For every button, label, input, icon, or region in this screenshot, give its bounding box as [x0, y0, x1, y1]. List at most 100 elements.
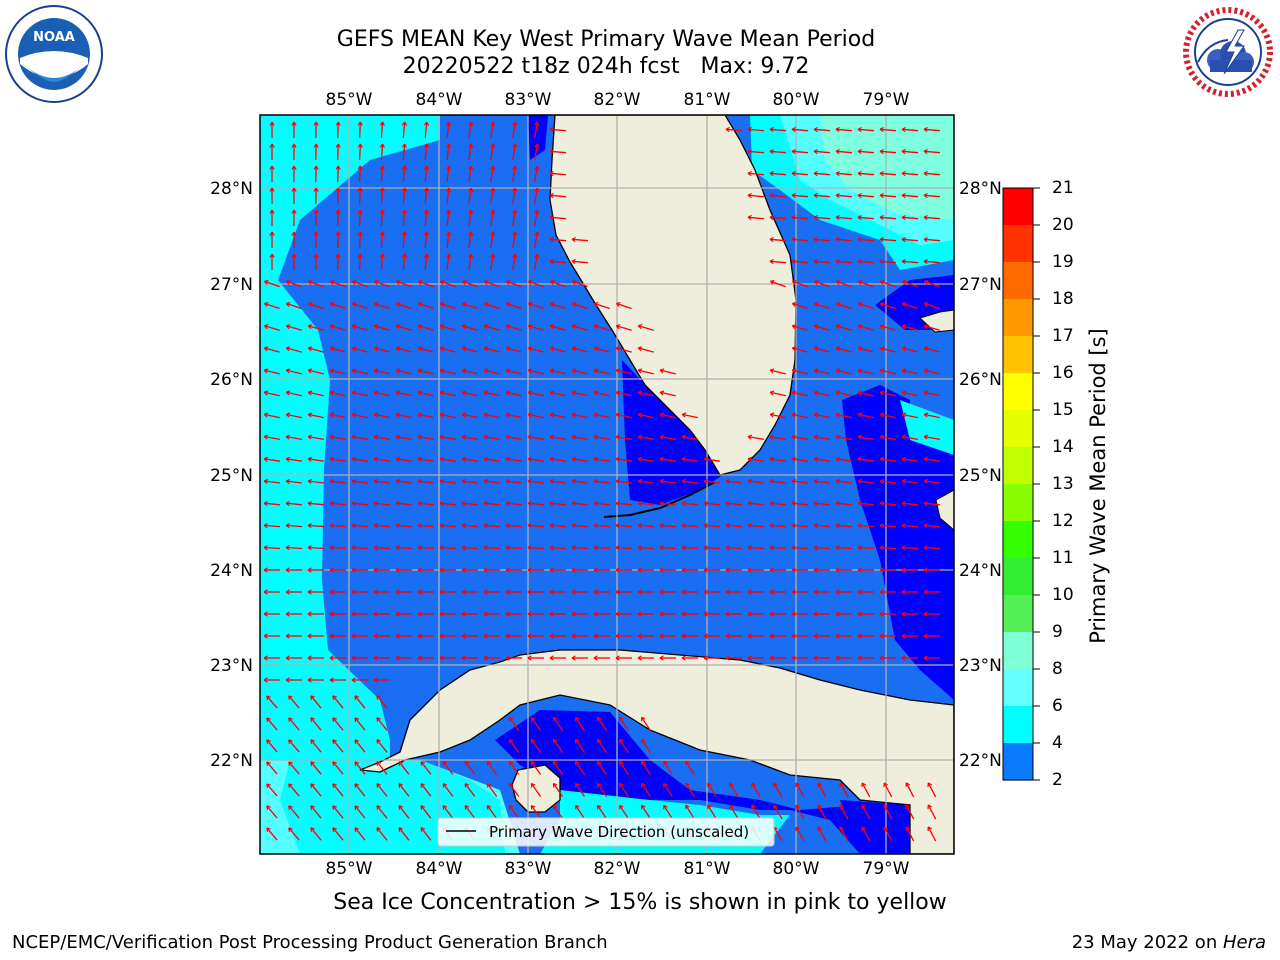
wave-arrow-head	[512, 231, 518, 237]
wave-arrow-head	[351, 368, 357, 374]
wave-arrow	[858, 302, 874, 310]
wave-arrow-head	[615, 390, 621, 396]
wave-arrow-head	[395, 346, 401, 352]
wave-arrow	[486, 805, 498, 819]
wave-arrow-head	[307, 677, 312, 683]
wave-arrow	[332, 695, 344, 709]
wave-arrow-head	[269, 231, 275, 236]
wave-arrow	[638, 369, 654, 375]
wave-arrow-head	[439, 324, 445, 330]
wave-arrow	[836, 369, 852, 375]
colorbar-segment	[1003, 336, 1033, 374]
wave-arrow	[747, 150, 765, 154]
wave-arrow-head	[373, 324, 379, 330]
wave-arrow	[374, 325, 390, 331]
wave-arrow	[879, 546, 897, 550]
wave-arrow-head	[285, 500, 290, 507]
wave-arrow-head	[310, 739, 315, 744]
wave-arrow-head	[747, 567, 752, 573]
wave-arrow-head	[401, 165, 408, 170]
wave-arrow	[263, 524, 281, 528]
wave-arrow-head	[483, 611, 488, 617]
wave-arrow	[263, 502, 281, 506]
wave-arrow	[839, 782, 849, 798]
wave-arrow-head	[835, 302, 841, 307]
wave-arrow	[483, 435, 501, 441]
wave-arrow-head	[596, 760, 602, 766]
wave-arrow-head	[861, 804, 866, 810]
wave-arrow	[858, 458, 874, 462]
wave-arrow	[424, 253, 428, 271]
wave-arrow-head	[439, 500, 444, 507]
wave-arrow-head	[901, 456, 907, 462]
wave-arrow	[836, 347, 852, 353]
wave-arrow-head	[263, 567, 268, 573]
wave-arrow-head	[468, 143, 474, 149]
wave-arrow-head	[307, 434, 313, 440]
wave-arrow-head	[313, 165, 319, 170]
wave-arrow-head	[423, 121, 430, 126]
wave-arrow-head	[351, 545, 356, 551]
wave-arrow-head	[747, 523, 752, 529]
wave-arrow-head	[769, 258, 774, 265]
wave-arrow	[571, 524, 589, 528]
wave-arrow	[402, 209, 406, 227]
wave-arrow	[857, 260, 875, 264]
wave-arrow-head	[813, 258, 818, 265]
wave-arrow	[902, 347, 918, 353]
wave-arrow	[527, 435, 545, 441]
wave-arrow	[424, 165, 428, 183]
wave-arrow	[814, 413, 830, 419]
wave-arrow-head	[769, 390, 775, 396]
wave-arrow	[660, 458, 676, 462]
wave-arrow	[330, 413, 346, 419]
wave-arrow-head	[351, 324, 357, 330]
wave-arrow	[902, 391, 918, 397]
wave-arrow-head	[313, 143, 319, 148]
wave-arrow-head	[549, 456, 555, 462]
lon-label-top: 79°W	[863, 90, 910, 110]
wave-arrow	[285, 435, 303, 441]
wave-arrow-head	[659, 545, 664, 551]
wave-arrow-head	[263, 589, 268, 595]
wave-arrow	[574, 717, 586, 731]
wave-arrow-head	[351, 478, 357, 484]
wave-arrow	[858, 480, 874, 484]
wave-arrow-head	[446, 253, 452, 258]
wave-arrow-head	[266, 717, 271, 722]
wave-arrow-head	[461, 567, 466, 573]
wave-arrow	[310, 827, 322, 841]
wave-arrow	[901, 194, 919, 198]
wave-arrow	[773, 782, 783, 798]
wave-arrow-head	[747, 478, 753, 484]
wave-arrow-head	[593, 633, 598, 639]
lat-label-right: 26°N	[959, 370, 1002, 390]
wave-arrow-head	[923, 258, 928, 265]
wave-arrow	[550, 458, 566, 462]
wave-arrow-head	[439, 456, 445, 462]
wave-arrow	[332, 717, 344, 731]
wave-arrow-head	[505, 346, 511, 352]
wave-arrow-head	[269, 143, 275, 148]
wave-arrow-head	[508, 804, 514, 810]
wave-arrow	[795, 826, 805, 842]
wave-arrow	[574, 805, 586, 819]
wave-arrow	[637, 502, 655, 506]
wave-arrow	[769, 260, 787, 264]
wave-arrow-head	[351, 500, 356, 507]
wave-arrow	[354, 827, 366, 841]
wave-arrow	[924, 347, 940, 353]
wave-arrow	[374, 347, 390, 353]
wave-arrow	[769, 172, 787, 176]
wave-arrow	[814, 325, 830, 331]
wave-arrow-head	[395, 655, 400, 661]
wave-arrow	[462, 458, 478, 462]
wave-arrow-head	[725, 611, 730, 617]
wave-arrow-head	[376, 695, 381, 700]
wave-arrow	[770, 280, 786, 288]
wave-arrow-head	[527, 655, 532, 661]
wave-arrow	[901, 546, 919, 550]
wave-arrow-head	[905, 826, 911, 831]
wave-arrow-head	[839, 782, 844, 788]
wave-arrow-head	[373, 478, 379, 484]
